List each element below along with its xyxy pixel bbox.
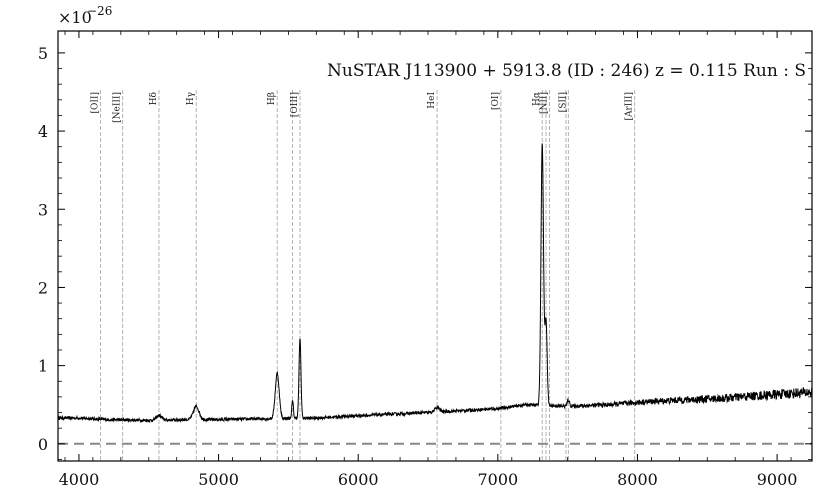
emission-line-label: Hβ [267,92,277,105]
emission-line-label: Hα [532,92,542,106]
emission-line-label: [OIII] [290,92,300,117]
y-tick-label: 2 [38,278,48,297]
y-multiplier: ×10 [58,8,92,27]
chart-title: NuSTAR J113900 + 5913.8 (ID : 246) z = 0… [327,61,806,81]
emission-line-label: [OII] [91,92,101,114]
x-tick-label: 6000 [338,470,379,489]
x-tick-label: 5000 [198,470,239,489]
x-tick-label: 9000 [757,470,798,489]
axis-ticks: 4000 5000 6000 7000 8000 9000 0 1 2 3 4 5 [38,31,812,489]
y-tick-label: 3 [38,200,48,219]
x-tick-label: 4000 [59,470,100,489]
spectrum-line [57,143,813,424]
emission-line-label: [NII] [539,92,549,114]
emission-line-label: [ArIII] [625,92,635,121]
y-tick-label: 0 [38,435,48,454]
emission-line-label: Hγ [186,92,196,105]
emission-line-label: HeI [427,92,437,109]
y-tick-label: 5 [38,44,48,63]
emission-line-label: [OI] [491,92,501,110]
y-multiplier-exponent: −26 [87,4,112,18]
emission-line-markers [100,90,636,461]
emission-line-label: [NeIII] [113,92,123,123]
emission-line-label: Hδ [149,92,159,105]
emission-line-labels: [OII] [NeIII] Hδ Hγ Hβ [OIII] HeI [OI] Hα[NII] [S… [91,92,635,123]
x-tick-label: 7000 [477,470,518,489]
y-tick-label: 4 [38,122,48,141]
spectrum-series [57,143,813,424]
plot-frame [57,30,813,462]
emission-line-label: [SII] [558,92,568,112]
x-tick-label: 8000 [617,470,658,489]
y-tick-label: 1 [38,357,48,376]
